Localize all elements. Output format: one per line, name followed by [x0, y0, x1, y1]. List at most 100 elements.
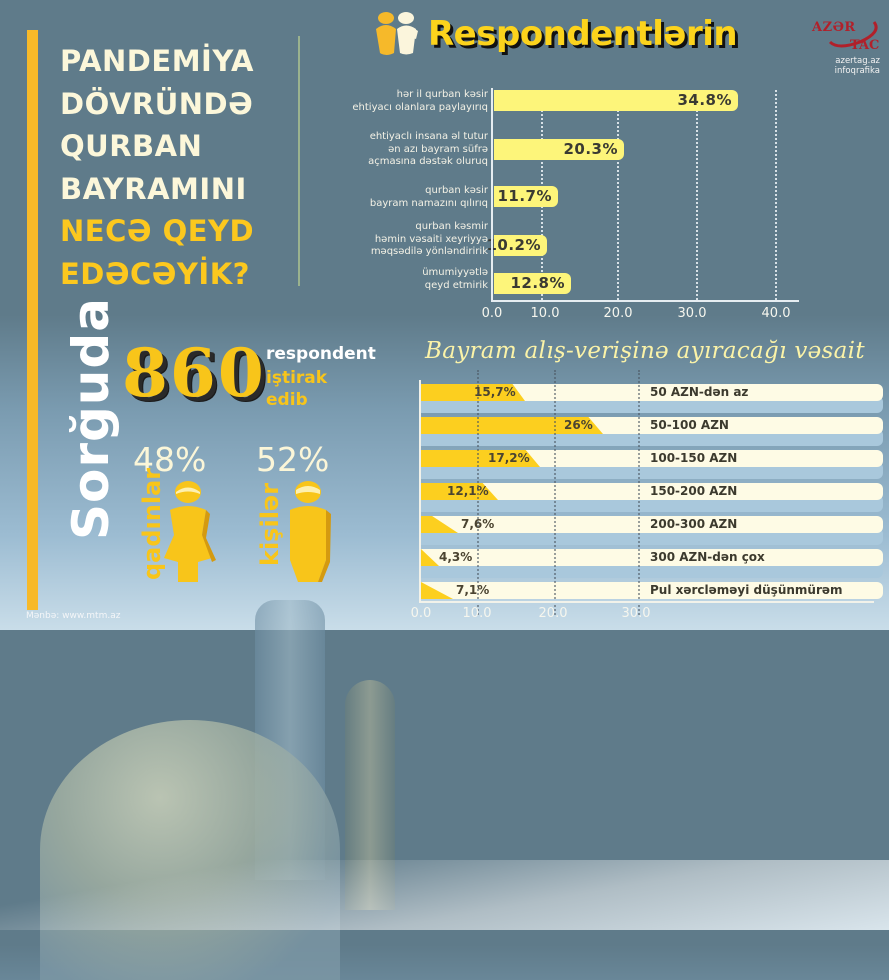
bar-category: 50 AZN-dən az	[650, 385, 749, 399]
chart-title-spending: Bayram alış-verişinə ayıracağı vəsait	[425, 338, 865, 364]
bar-label-line: qurban kəsir	[425, 185, 488, 196]
bar-label-line: ən azı bayram süfrə	[388, 143, 488, 155]
people-icon	[376, 12, 418, 55]
source-note: Mənbə: www.mtm.az	[26, 611, 121, 621]
bar-label-line: həmin vəsaiti xeyriyyə	[374, 233, 488, 245]
chart-row: 15,7% 50 AZN-dən az	[421, 384, 883, 401]
bar: 10.2%	[486, 235, 547, 256]
bar	[421, 450, 540, 467]
bar-label-line: məqsədilə yönləndiririk	[370, 246, 488, 257]
bar-label-line: açmasına dəstək oluruq	[368, 156, 488, 167]
chart-row: 17,2% 100-150 AZN	[421, 450, 883, 467]
bar: 34.8%	[494, 90, 738, 111]
bar-label: hər il qurban kəsir ehtiyacı olanlara pa…	[352, 89, 488, 114]
bar: 12.8%	[494, 273, 571, 294]
grid-line	[617, 90, 619, 300]
bar-label-line: ehtiyaclı insana əl tutur	[369, 131, 488, 142]
bar	[421, 582, 453, 599]
headline-line: PANDEMİYA	[60, 44, 255, 78]
bar-category: 200-300 AZN	[650, 517, 738, 531]
headline-line: QURBAN	[60, 129, 203, 163]
man-icon	[290, 481, 331, 582]
survey-vertical-label: Sorğuda	[62, 297, 120, 540]
bar-label-line: ehtiyacı olanlara paylayırıq	[352, 101, 488, 113]
x-tick: 10.0	[530, 306, 560, 321]
participated-text: iştirak	[266, 368, 328, 388]
bar	[421, 549, 439, 566]
logo-text-bottom: TAC	[850, 38, 880, 53]
x-tick: 30.0	[677, 306, 707, 321]
bar-value: 7,1%	[456, 583, 490, 597]
bar-label-line: qeyd etmirik	[424, 279, 488, 291]
x-tick: 30.0	[621, 606, 651, 621]
spending-bar-chart: 15,7% 50 AZN-dən az 26% 50-100 AZN 17,2%…	[410, 370, 889, 630]
bar-value: 12,1%	[447, 484, 489, 498]
grid-line	[775, 90, 777, 300]
accent-bar	[27, 30, 38, 610]
bar-value: 26%	[564, 418, 593, 432]
bar-category: 50-100 AZN	[650, 418, 729, 432]
logo-text-top: AZƏR	[812, 20, 856, 35]
bar-label-line: qurban kəsmir	[415, 221, 488, 232]
bar-value: 34.8%	[677, 91, 732, 109]
grid-line	[477, 370, 479, 615]
men-label: kişilər	[256, 482, 284, 566]
x-tick: 0.0	[481, 306, 503, 321]
bar-value: 12.8%	[510, 274, 565, 292]
bar-label-line: ümumiyyətlə	[422, 267, 488, 278]
bar-category: Pul xərcləməyi düşünmürəm	[650, 583, 843, 597]
bar-label: ehtiyaclı insana əl tutur ən azı bayram …	[368, 131, 488, 169]
x-tick: 20.0	[603, 306, 633, 321]
bar-value: 4,3%	[439, 550, 473, 564]
men-percentage: 52%	[256, 440, 330, 479]
chart-row: 12,1% 150-200 AZN	[421, 483, 883, 500]
headline-line: BAYRAMINI	[60, 171, 247, 206]
bar-category: 100-150 AZN	[650, 451, 738, 465]
bar-label-line: hər il qurban kəsir	[396, 89, 488, 100]
bar-label-line: bayram namazını qılırıq	[369, 197, 488, 209]
x-tick: 0.0	[410, 606, 432, 621]
bar-value: 15,7%	[474, 385, 516, 399]
respondents-bar-chart: hər il qurban kəsir ehtiyacı olanlara pa…	[300, 80, 800, 325]
minaret-shape	[255, 600, 325, 880]
x-axis	[491, 300, 799, 302]
grid-line	[554, 370, 556, 615]
x-tick: 10.0	[462, 606, 492, 621]
x-tick: 40.0	[761, 306, 791, 321]
women-percentage: 48%	[133, 440, 207, 479]
chart-row: 26% 50-100 AZN	[421, 417, 883, 434]
respondent-count: 860	[122, 334, 266, 412]
bar-category: 150-200 AZN	[650, 484, 738, 498]
headline-line: DÖVRÜNDƏ	[60, 86, 254, 121]
bar-label: qurban kəsmir həmin vəsaiti xeyriyyə məq…	[371, 221, 488, 259]
bar-value: 20.3%	[563, 140, 618, 158]
bar-value: 17,2%	[488, 451, 530, 465]
bar	[421, 417, 603, 434]
azertac-logo: AZƏR TAC azertag.az infoqrafika	[808, 18, 884, 78]
y-axis	[491, 88, 493, 301]
headline-line-highlight: NECƏ QEYD	[60, 214, 255, 248]
dome-shape	[40, 720, 340, 980]
x-axis	[419, 601, 874, 603]
bar-value: 10.2%	[486, 236, 541, 254]
grid-line	[696, 90, 698, 300]
participated-text: edib	[266, 390, 308, 410]
woman-icon	[164, 481, 216, 582]
logo-site: azertag.az	[835, 56, 880, 66]
chart-row: 4,3% 300 AZN-dən çox	[421, 549, 883, 566]
chart-row: 7,1% Pul xərcləməyi düşünmürəm	[421, 582, 883, 599]
logo-label: infoqrafika	[834, 66, 880, 76]
respondent-word: respondent	[266, 344, 376, 364]
bar-label: qurban kəsir bayram namazını qılırıq	[370, 185, 488, 210]
y-axis	[419, 380, 421, 602]
bar: 20.3%	[494, 139, 624, 160]
grid-line	[638, 370, 640, 615]
bar: 11.7%	[494, 186, 558, 207]
x-tick: 20.0	[538, 606, 568, 621]
bar-label: ümumiyyətlə qeyd etmirik	[422, 267, 488, 292]
bar-category: 300 AZN-dən çox	[650, 550, 765, 564]
chart-row: 7,6% 200-300 AZN	[421, 516, 883, 533]
bar	[421, 384, 525, 401]
headline: PANDEMİYA DÖVRÜNDƏ QURBAN BAYRAMINI NECƏ…	[60, 40, 254, 295]
headline-line-highlight: EDƏCƏYİK?	[60, 256, 250, 291]
